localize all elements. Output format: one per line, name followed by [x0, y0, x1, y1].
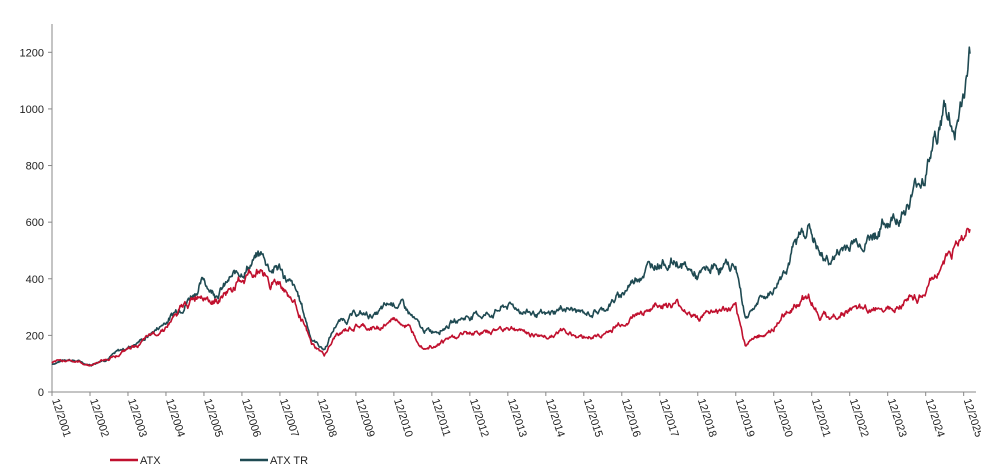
- x-tick-label: 12/2022: [847, 397, 871, 439]
- x-tick-label: 12/2008: [315, 397, 339, 439]
- x-tick-label: 12/2011: [429, 397, 452, 438]
- legend: ATX ATX TR: [110, 455, 308, 467]
- series-layer: [51, 46, 971, 367]
- x-tick-label: 12/2004: [163, 397, 187, 439]
- x-tick-label: 12/2013: [505, 397, 529, 439]
- y-axis: 0 200 400 600 800 1000 1200: [20, 24, 53, 399]
- x-tick-label: 12/2003: [125, 397, 149, 439]
- x-tick-label: 12/2006: [239, 397, 263, 439]
- y-tick-label: 1000: [20, 104, 44, 116]
- x-tick-label: 12/2007: [277, 397, 301, 439]
- x-tick-label: 12/2016: [619, 397, 643, 439]
- x-tick-label: 12/2018: [695, 397, 719, 439]
- x-tick-label: 12/2020: [771, 397, 795, 439]
- x-tick-label: 12/2024: [923, 397, 947, 439]
- x-tick-label: 12/2025: [961, 397, 981, 439]
- x-tick-label: 12/2014: [543, 397, 567, 439]
- x-tick-label: 12/2009: [353, 397, 377, 439]
- series-line-0: [51, 227, 971, 367]
- y-tick-label: 1200: [20, 47, 44, 59]
- x-tick-label: 12/2001: [49, 397, 73, 439]
- x-tick-label: 12/2002: [87, 397, 111, 439]
- y-tick-label: 400: [26, 274, 44, 286]
- x-tick-label: 12/2021: [809, 397, 833, 439]
- x-tick-label: 12/2019: [733, 397, 757, 439]
- y-tick-label: 600: [26, 217, 44, 229]
- x-tick-label: 12/2023: [885, 397, 909, 439]
- y-tick-label: 800: [26, 161, 44, 173]
- x-tick-label: 12/2005: [201, 397, 225, 439]
- x-tick-label: 12/2017: [657, 397, 681, 439]
- y-tick-label: 200: [26, 330, 44, 342]
- legend-label: ATX: [140, 455, 161, 467]
- x-axis: 12/2001 12/2002 12/2003 12/2004 12/2005 12/20…: [49, 391, 981, 439]
- series-line-1: [51, 46, 971, 367]
- x-tick-label: 12/2010: [391, 397, 415, 439]
- x-tick-label: 12/2015: [581, 397, 605, 439]
- legend-label: ATX TR: [270, 455, 308, 467]
- x-tick-label: 12/2012: [467, 397, 491, 439]
- y-tick-label: 0: [38, 387, 44, 399]
